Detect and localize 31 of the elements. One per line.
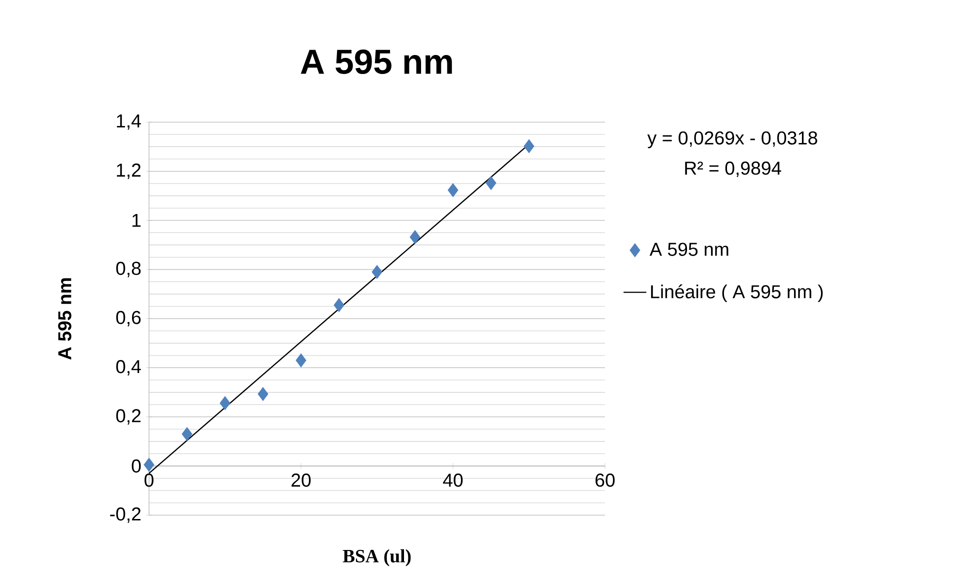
point	[182, 427, 192, 441]
y-tick-label: 1,4	[116, 114, 141, 130]
y-tick-label: -0,2	[110, 507, 141, 523]
text: y = 0,0269x - 0,0318	[647, 131, 818, 148]
point	[486, 176, 496, 190]
y-axis-title: A 595 nm	[58, 278, 72, 360]
y-tick-label: 0,8	[116, 262, 141, 278]
y-tick-label: 1	[132, 214, 141, 227]
x-tick-label: 0	[144, 474, 154, 487]
point	[296, 353, 306, 368]
y-tick-label: 0,4	[116, 360, 141, 376]
y-tick-label: 0	[132, 459, 141, 473]
text: R² = 0,9894	[685, 162, 782, 177]
legend-label: Linéaire ( A 595 nm )	[651, 284, 823, 302]
y-tick-label: 0,6	[116, 310, 141, 326]
point	[334, 298, 344, 312]
point	[372, 265, 382, 279]
point	[144, 458, 154, 472]
point	[220, 396, 230, 410]
x-tick-label: 60	[596, 474, 615, 487]
y-tick-label: 1,2	[116, 164, 141, 179]
point	[448, 183, 458, 198]
x-axis-title: BSA (ul)	[342, 549, 411, 566]
legend-label: A 595 nm	[650, 242, 728, 256]
y-tick-label: 0,2	[116, 409, 141, 425]
point	[258, 387, 268, 401]
chart-title: A 595 nm	[300, 49, 452, 74]
point	[410, 230, 420, 244]
point	[524, 139, 534, 154]
x-tick-label: 20	[292, 474, 311, 487]
x-tick-label: 40	[443, 474, 463, 487]
